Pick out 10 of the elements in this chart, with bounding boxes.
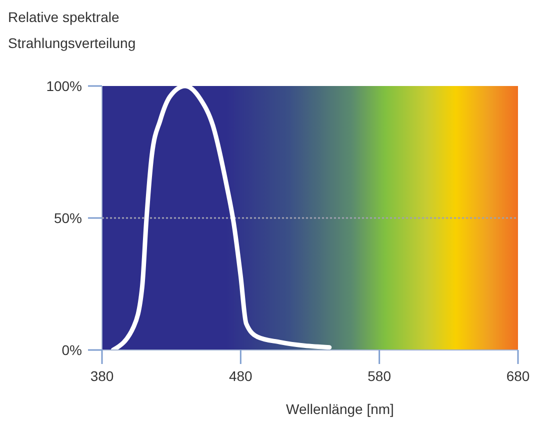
y-tick-label: 0% — [62, 342, 82, 358]
y-tick-label: 100% — [46, 78, 82, 94]
x-tick-label: 580 — [368, 368, 392, 384]
x-tick-label: 680 — [506, 368, 530, 384]
y-tick-label: 50% — [54, 210, 82, 226]
x-tick-label: 480 — [228, 368, 253, 384]
x-axis-title: Wellenlänge [nm] — [286, 401, 394, 417]
x-tick-label: 380 — [90, 368, 114, 384]
line-series — [110, 84, 332, 352]
y-axis-title: Relative spektrale Strahlungsverteilung — [8, 9, 136, 51]
